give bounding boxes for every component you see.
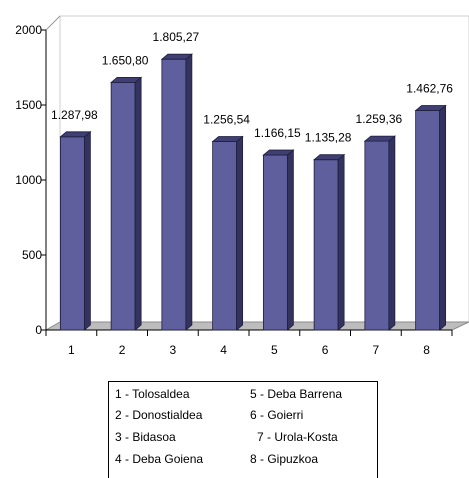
bar-front-face xyxy=(59,136,85,331)
x-tick-label: 5 xyxy=(271,343,278,357)
y-tick-label: 0 xyxy=(35,323,42,337)
data-label-1: 1.287,98 xyxy=(51,108,98,122)
bar-1 xyxy=(59,130,92,331)
legend-item-6: 6 - Goierri xyxy=(250,408,304,422)
data-label-3: 1.805,27 xyxy=(153,30,200,44)
bar-8 xyxy=(414,104,447,331)
bar-top-face xyxy=(160,53,193,60)
x-tick-label: 7 xyxy=(373,343,380,357)
legend-item-1: 1 - Tolosaldea xyxy=(115,387,190,401)
bar-7 xyxy=(363,135,396,331)
bar-4 xyxy=(211,135,244,331)
legend-item-8: 8 - Gipuzkoa xyxy=(250,452,319,466)
legend: 1 - Tolosaldea 2 - Donostialdea 3 - Bida… xyxy=(108,381,378,478)
bar-top-face xyxy=(363,135,396,142)
bar-front-face xyxy=(212,141,238,331)
bar-side-face xyxy=(83,130,91,331)
bar-front-face xyxy=(364,140,390,331)
bar-top-face xyxy=(414,105,447,111)
bar-side-face xyxy=(439,104,447,331)
y-tick-label: 1000 xyxy=(15,173,42,187)
bar-5 xyxy=(262,149,295,331)
data-label-6: 1.135,28 xyxy=(305,131,352,145)
bar-top-face xyxy=(59,131,92,138)
bar-chart: 0 500 1000 1500 2000 1 2 3 4 5 6 7 8 1.287,98 1.650,… xyxy=(15,15,469,357)
x-tick-label: 6 xyxy=(322,343,329,357)
x-tick-label: 3 xyxy=(170,343,177,357)
data-label-4: 1.256,54 xyxy=(203,113,250,127)
bar-front-face xyxy=(313,159,339,331)
legend-item-5: 5 - Deba Barrena xyxy=(250,387,343,401)
bar-side-face xyxy=(337,153,345,331)
bar-front-face xyxy=(415,110,441,331)
y-axis-ticks: 0 500 1000 1500 2000 xyxy=(15,23,46,337)
bar-side-face xyxy=(134,76,142,331)
bar-side-face xyxy=(388,135,396,331)
bar-top-face xyxy=(110,76,143,83)
bar-2 xyxy=(110,76,143,331)
bar-3 xyxy=(160,53,193,331)
data-labels: 1.287,98 1.650,80 1.805,27 1.256,54 1.166,15… xyxy=(51,30,453,144)
legend-item-3: 3 - Bidasoa xyxy=(115,430,176,444)
y-tick-label: 1500 xyxy=(15,98,42,112)
plot-floor xyxy=(44,321,469,331)
y-tick-label: 2000 xyxy=(15,23,42,37)
bar-top-face xyxy=(262,149,295,156)
bar-front-face xyxy=(161,58,187,331)
x-tick-label: 2 xyxy=(119,343,126,357)
y-tick-label: 500 xyxy=(22,248,42,262)
x-tick-label: 4 xyxy=(220,343,227,357)
bar-side-face xyxy=(286,149,294,331)
bar-6 xyxy=(313,153,346,331)
legend-item-2: 2 - Donostialdea xyxy=(115,408,203,422)
data-label-2: 1.650,80 xyxy=(102,53,149,67)
bar-side-face xyxy=(236,135,244,331)
bar-top-face xyxy=(313,154,346,161)
bar-front-face xyxy=(262,154,288,331)
bar-front-face xyxy=(110,81,136,331)
data-label-8: 1.462,76 xyxy=(406,82,453,96)
legend-item-7: 7 - Urola-Kosta xyxy=(257,430,338,444)
data-label-5: 1.166,15 xyxy=(254,126,301,140)
bars xyxy=(59,53,447,331)
x-tick-label: 1 xyxy=(68,343,75,357)
x-axis-ticks: 1 2 3 4 5 6 7 8 xyxy=(45,330,453,357)
legend-item-4: 4 - Deba Goiena xyxy=(115,452,204,466)
data-label-7: 1.259,36 xyxy=(356,112,403,126)
bar-side-face xyxy=(185,53,193,331)
plot-back-wall-left-edge xyxy=(45,15,61,31)
x-tick-label: 8 xyxy=(423,343,430,357)
bar-top-face xyxy=(211,136,244,142)
